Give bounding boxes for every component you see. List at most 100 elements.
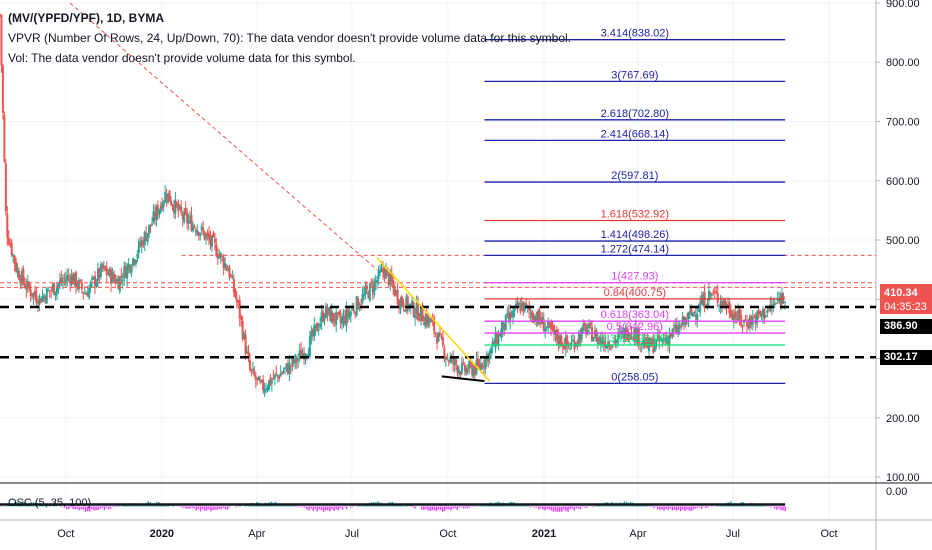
candle-body [718, 304, 721, 306]
vol-legend[interactable]: Vol: The data vendor doesn't provide vol… [8, 51, 356, 65]
candle-body [183, 210, 186, 222]
candle-body [99, 264, 102, 277]
candle-body [438, 333, 441, 335]
candle-body [629, 333, 632, 339]
candle-body [288, 362, 291, 374]
candle-body [536, 311, 539, 325]
candle-body [400, 296, 403, 305]
candle-body [244, 334, 247, 354]
candle-body [519, 305, 522, 312]
candle-body [523, 302, 526, 311]
candle-body [555, 329, 558, 340]
candle-body [479, 363, 482, 371]
candle-body [421, 308, 424, 322]
vpvr-legend[interactable]: VPVR (Number Of Rows, 24, Up/Down, 70): … [8, 31, 571, 45]
candle-body [330, 311, 333, 323]
candle-body [614, 338, 617, 344]
candle-body [286, 364, 289, 374]
candle-body [779, 296, 782, 306]
candle-body [20, 270, 23, 285]
candle-body [478, 364, 481, 368]
candle-body [243, 333, 246, 339]
candle-body [678, 324, 681, 329]
candle-body [10, 242, 13, 256]
candle-body [275, 372, 278, 374]
candle-body [447, 360, 450, 363]
candle-body [757, 310, 760, 314]
candle-body [716, 292, 719, 303]
candle-body [266, 387, 269, 391]
candle-body [411, 300, 414, 306]
candle-body [371, 285, 374, 293]
candle-body [542, 319, 545, 332]
candle-body [254, 376, 257, 381]
candle-body [601, 337, 604, 345]
candle-body [713, 291, 716, 293]
candle-body [586, 330, 589, 333]
symbol-title[interactable]: (MV/(YPFD/YPF), 1D, BYMA [8, 11, 165, 25]
candle-body [237, 300, 240, 303]
candle-body [398, 301, 401, 308]
candle-body [611, 344, 614, 348]
candle-body [257, 376, 260, 381]
osc-axis-label: 0.00 [886, 486, 907, 498]
candle-body [392, 279, 395, 287]
candle-body [319, 323, 322, 328]
candle-body [631, 337, 634, 339]
candle-body [656, 334, 659, 338]
candle-body [191, 224, 194, 232]
candle-body [595, 329, 598, 342]
candle-body [289, 365, 292, 367]
candle-body [240, 315, 243, 321]
candle-body [494, 333, 497, 349]
candle-body [402, 302, 405, 309]
candle-body [133, 260, 136, 264]
candle-body [719, 300, 722, 308]
candle-body [200, 226, 203, 231]
candle-body [272, 377, 275, 380]
osc-legend[interactable]: OSC (5, 35, 100) [8, 497, 92, 509]
candle-body [28, 283, 31, 289]
candle-body [282, 371, 285, 373]
candle-body [687, 312, 690, 320]
black-base-line [441, 375, 485, 383]
candle-body [405, 296, 408, 312]
fib-level-label: 0.5(342.96) [607, 321, 663, 333]
candle-body [469, 362, 472, 365]
candle-body [662, 339, 665, 342]
candle-body [741, 325, 744, 327]
candle-body [653, 345, 656, 352]
candle-body [349, 311, 352, 316]
candle-body [105, 267, 108, 275]
candle-body [6, 213, 9, 238]
candle-body [115, 279, 118, 283]
candle-body [85, 294, 88, 296]
candle-body [352, 309, 355, 312]
candle-body [248, 360, 251, 370]
candle-body [424, 316, 427, 327]
candle-body [618, 331, 621, 333]
candle-body [561, 345, 564, 347]
candle-body [197, 232, 200, 236]
candle-body [683, 316, 686, 324]
candle-body [491, 341, 494, 347]
candle-body [212, 232, 215, 238]
candle-body [297, 358, 300, 361]
candle-body [627, 338, 630, 340]
candle-body [326, 308, 329, 315]
candle-body [208, 233, 211, 240]
last-price-value: 410.34 [884, 287, 918, 299]
candle-body [373, 281, 376, 295]
candle-body [387, 272, 390, 286]
candle-body [460, 363, 463, 374]
candle-body [552, 325, 555, 334]
candle-body [184, 207, 187, 214]
candle-body [342, 315, 345, 322]
candle-body [134, 259, 137, 265]
candle-body [45, 288, 48, 304]
fib-level-label: 1.272(474.14) [601, 243, 670, 255]
candle-body [699, 302, 702, 313]
fib-level-label: 2(597.81) [611, 170, 658, 182]
candle-body [269, 377, 272, 385]
